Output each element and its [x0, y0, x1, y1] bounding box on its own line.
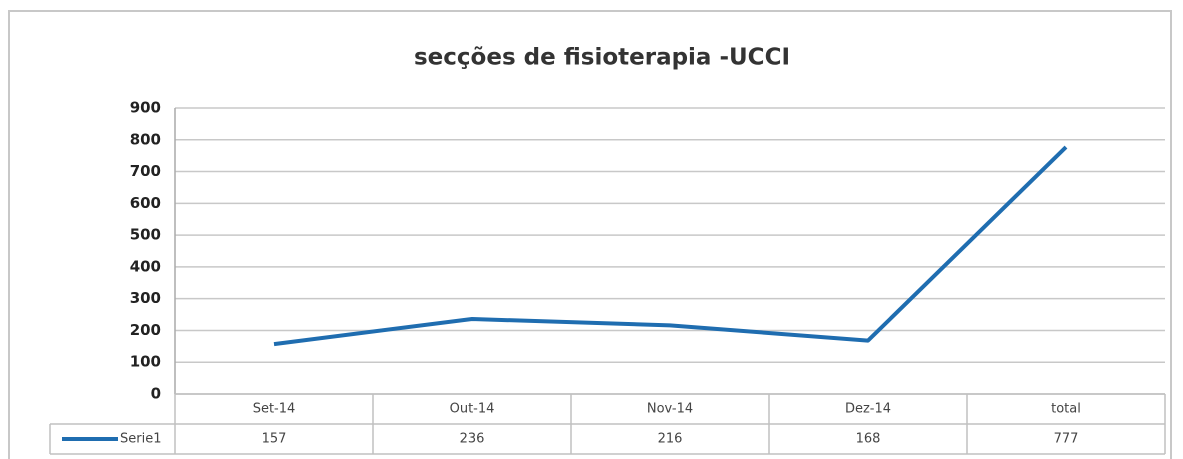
y-tick-label: 200 [130, 321, 161, 339]
table-value: 777 [1054, 432, 1079, 447]
x-tick-label: Dez-14 [845, 402, 891, 417]
y-tick-label: 500 [130, 226, 161, 244]
y-tick-label: 0 [151, 385, 161, 403]
table-value: 157 [262, 432, 287, 447]
y-tick-label: 400 [130, 257, 161, 275]
chart-title: secções de fisioterapia -UCCI [414, 45, 790, 71]
y-tick-label: 100 [130, 353, 161, 371]
x-tick-label: Set-14 [253, 402, 296, 417]
x-tick-label: Out-14 [450, 402, 495, 417]
y-tick-label: 900 [130, 99, 161, 117]
x-tick-label: Nov-14 [647, 402, 693, 417]
table-value: 216 [658, 432, 683, 447]
table-value: 168 [856, 432, 881, 447]
y-tick-label: 800 [130, 130, 161, 148]
table-value: 236 [460, 432, 485, 447]
y-tick-label: 300 [130, 289, 161, 307]
legend-label: Serie1 [120, 432, 161, 447]
x-tick-label: total [1051, 402, 1081, 417]
y-tick-label: 700 [130, 162, 161, 180]
series-line [273, 145, 1068, 347]
y-tick-label: 600 [130, 194, 161, 212]
